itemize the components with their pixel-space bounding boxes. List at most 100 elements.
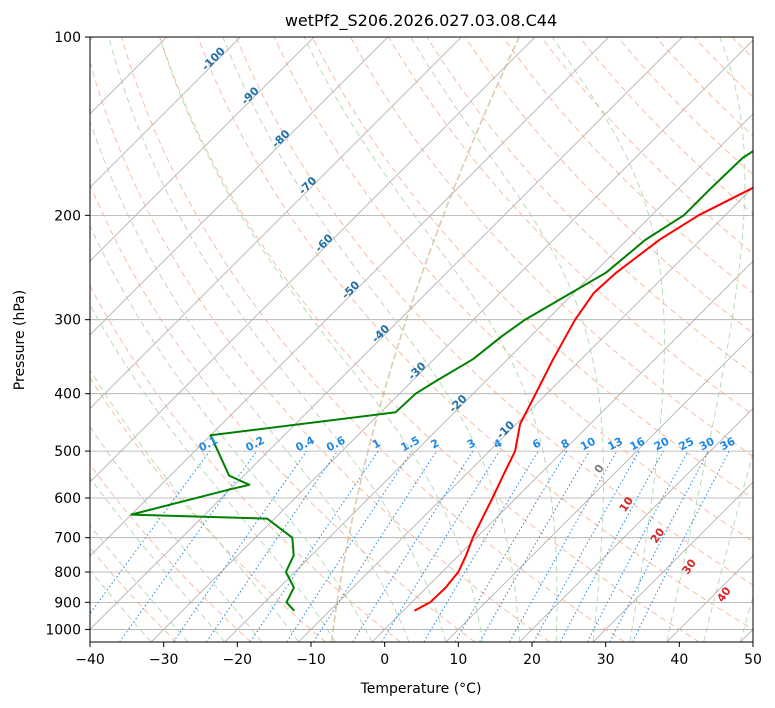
dry-adiabat-line: [311, 37, 753, 500]
moist-adiabat-label: 20: [648, 525, 668, 545]
x-tick-label: 40: [670, 652, 688, 668]
moist-adiabat-line: [90, 119, 410, 642]
y-tick-label: 400: [54, 387, 81, 403]
ccl-reference-curve: [330, 37, 520, 642]
y-axis-title: Pressure (hPa): [12, 290, 28, 390]
mixing-ratio-line: [119, 450, 258, 642]
chart-title: wetPf2_S206.2026.027.03.08.C44: [285, 11, 557, 31]
mixing-ratio-label: 30: [697, 435, 717, 454]
dry-adiabat-label: -30: [405, 359, 428, 382]
mixing-ratio-line: [352, 450, 474, 642]
dry-adiabat-label: -70: [296, 174, 319, 197]
y-tick-label: 700: [54, 531, 81, 547]
dry-adiabat-label: -50: [339, 278, 362, 301]
dewpoint-line: [130, 150, 753, 612]
mixing-ratio-label: 20: [652, 435, 672, 454]
moist-adiabat-line: [666, 37, 746, 642]
mixing-ratio-line: [632, 450, 730, 642]
moist-adiabat-line: [159, 37, 484, 642]
dry-adiabat-line: [770, 37, 775, 642]
temperature-line: [413, 186, 753, 612]
isotherm-line: [519, 407, 753, 642]
y-tick-label: 1000: [45, 622, 81, 638]
isotherm-line: [150, 39, 753, 642]
sounding-series: [130, 150, 753, 612]
moist-adiabat-line: [90, 369, 299, 642]
dry-adiabat-lines: [90, 37, 775, 642]
isopleth-labels: 0.1 0.2 0.4 0.6 1 1.5 2 3 4 6 8 10 13 16 20 25 30 36-100-…: [197, 44, 738, 604]
mixing-ratio-line: [249, 450, 379, 642]
isotherm-line: [90, 37, 683, 631]
x-tick-label: 0: [380, 652, 389, 668]
dry-adiabat-label: -20: [446, 392, 469, 415]
moist-adiabat-lines: [90, 37, 753, 642]
moist-adiabat-line: [703, 451, 753, 642]
moist-adiabat-line: [222, 37, 520, 642]
mixing-ratio-label: 10: [578, 435, 598, 454]
mixing-ratio-label: 25: [677, 435, 697, 454]
moist-adiabat-label: 10: [617, 494, 637, 514]
x-tick-label: −30: [149, 652, 179, 668]
dry-adiabat-line: [541, 37, 753, 254]
mixing-ratio-label: 3: [465, 436, 478, 451]
mixing-ratio-label: 36: [718, 434, 738, 453]
x-tick-label: 10: [449, 652, 467, 668]
y-tick-label: 500: [54, 444, 81, 460]
isotherm-line: [666, 555, 753, 642]
isotherm-line: [445, 334, 753, 642]
y-tick-label: 800: [54, 565, 81, 581]
dry-adiabat-line: [502, 37, 753, 294]
x-axis-title: Temperature (°C): [360, 681, 482, 697]
mixing-ratio-line: [313, 450, 438, 642]
moist-adiabat-line: [90, 477, 226, 642]
ccl-curve: [330, 37, 520, 642]
plot-frame: [89, 36, 754, 643]
moist-adiabat-line: [410, 37, 604, 642]
dry-adiabat-line: [90, 463, 252, 642]
moist-adiabat-line: [90, 569, 152, 642]
y-tick-label: 600: [54, 491, 81, 507]
isotherm-line: [90, 37, 315, 262]
y-axis-ticks: 1000 900 800 700 600 500 400 300 200 100: [45, 30, 90, 638]
moist-adiabat-line: [90, 303, 336, 642]
x-tick-label: −10: [296, 652, 326, 668]
dry-adiabat-label: -60: [312, 231, 335, 254]
y-tick-label: 900: [54, 595, 81, 611]
y-tick-label: 200: [54, 208, 81, 224]
dry-adiabat-label: -80: [269, 127, 292, 150]
mixing-ratio-label: 16: [628, 435, 648, 454]
dry-adiabat-line: [655, 37, 753, 137]
mixing-ratio-line: [90, 450, 211, 615]
moist-adiabat-label: 0: [592, 462, 607, 476]
moist-adiabat-line: [552, 37, 665, 642]
isotherm-line: [90, 37, 462, 410]
isotherm-line: [90, 37, 610, 557]
x-tick-label: −40: [75, 652, 105, 668]
dry-adiabat-line: [617, 37, 753, 176]
dry-adiabat-line: [121, 37, 625, 642]
x-axis-ticks: −40 −30 −20 −10 0 10 20 30 40 50: [75, 642, 762, 668]
isotherm-line: [90, 37, 536, 483]
mixing-ratio-line: [423, 450, 539, 642]
dry-adiabat-line: [693, 37, 753, 98]
isotherm-lines: [90, 37, 753, 642]
mixing-ratio-line: [286, 450, 413, 642]
dry-adiabat-label: -90: [239, 84, 262, 107]
mixing-ratio-label: 2: [429, 436, 442, 451]
x-tick-label: 50: [744, 652, 762, 668]
dry-adiabat-line: [388, 37, 753, 416]
isotherm-line: [90, 37, 241, 189]
x-tick-label: −20: [223, 652, 253, 668]
moist-adiabat-line: [303, 37, 558, 642]
dry-adiabat-line: [464, 37, 753, 334]
mixing-ratio-line: [559, 450, 664, 642]
isotherm-line: [90, 37, 389, 336]
y-tick-label: 300: [54, 313, 81, 329]
mixing-ratio-line: [533, 450, 640, 642]
dry-adiabat-line: [350, 37, 753, 457]
dry-adiabat-line: [235, 37, 753, 586]
isotherm-line: [592, 481, 753, 642]
dry-adiabat-line: [197, 37, 753, 630]
mixing-ratio-line: [454, 450, 568, 642]
